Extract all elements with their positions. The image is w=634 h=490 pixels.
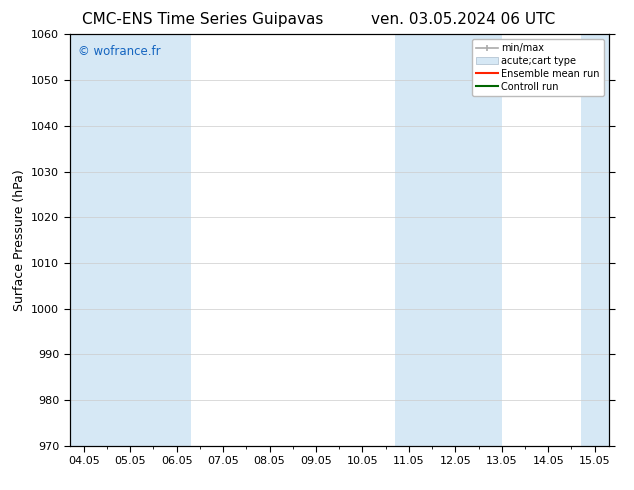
Text: ven. 03.05.2024 06 UTC: ven. 03.05.2024 06 UTC: [371, 12, 555, 27]
Bar: [70, 34, 191, 446]
Text: CMC-ENS Time Series Guipavas: CMC-ENS Time Series Guipavas: [82, 12, 323, 27]
Bar: [395, 34, 501, 446]
Text: © wofrance.fr: © wofrance.fr: [78, 45, 160, 58]
Legend: min/max, acute;cart type, Ensemble mean run, Controll run: min/max, acute;cart type, Ensemble mean …: [472, 39, 604, 96]
Bar: [581, 34, 609, 446]
Y-axis label: Surface Pressure (hPa): Surface Pressure (hPa): [13, 169, 25, 311]
